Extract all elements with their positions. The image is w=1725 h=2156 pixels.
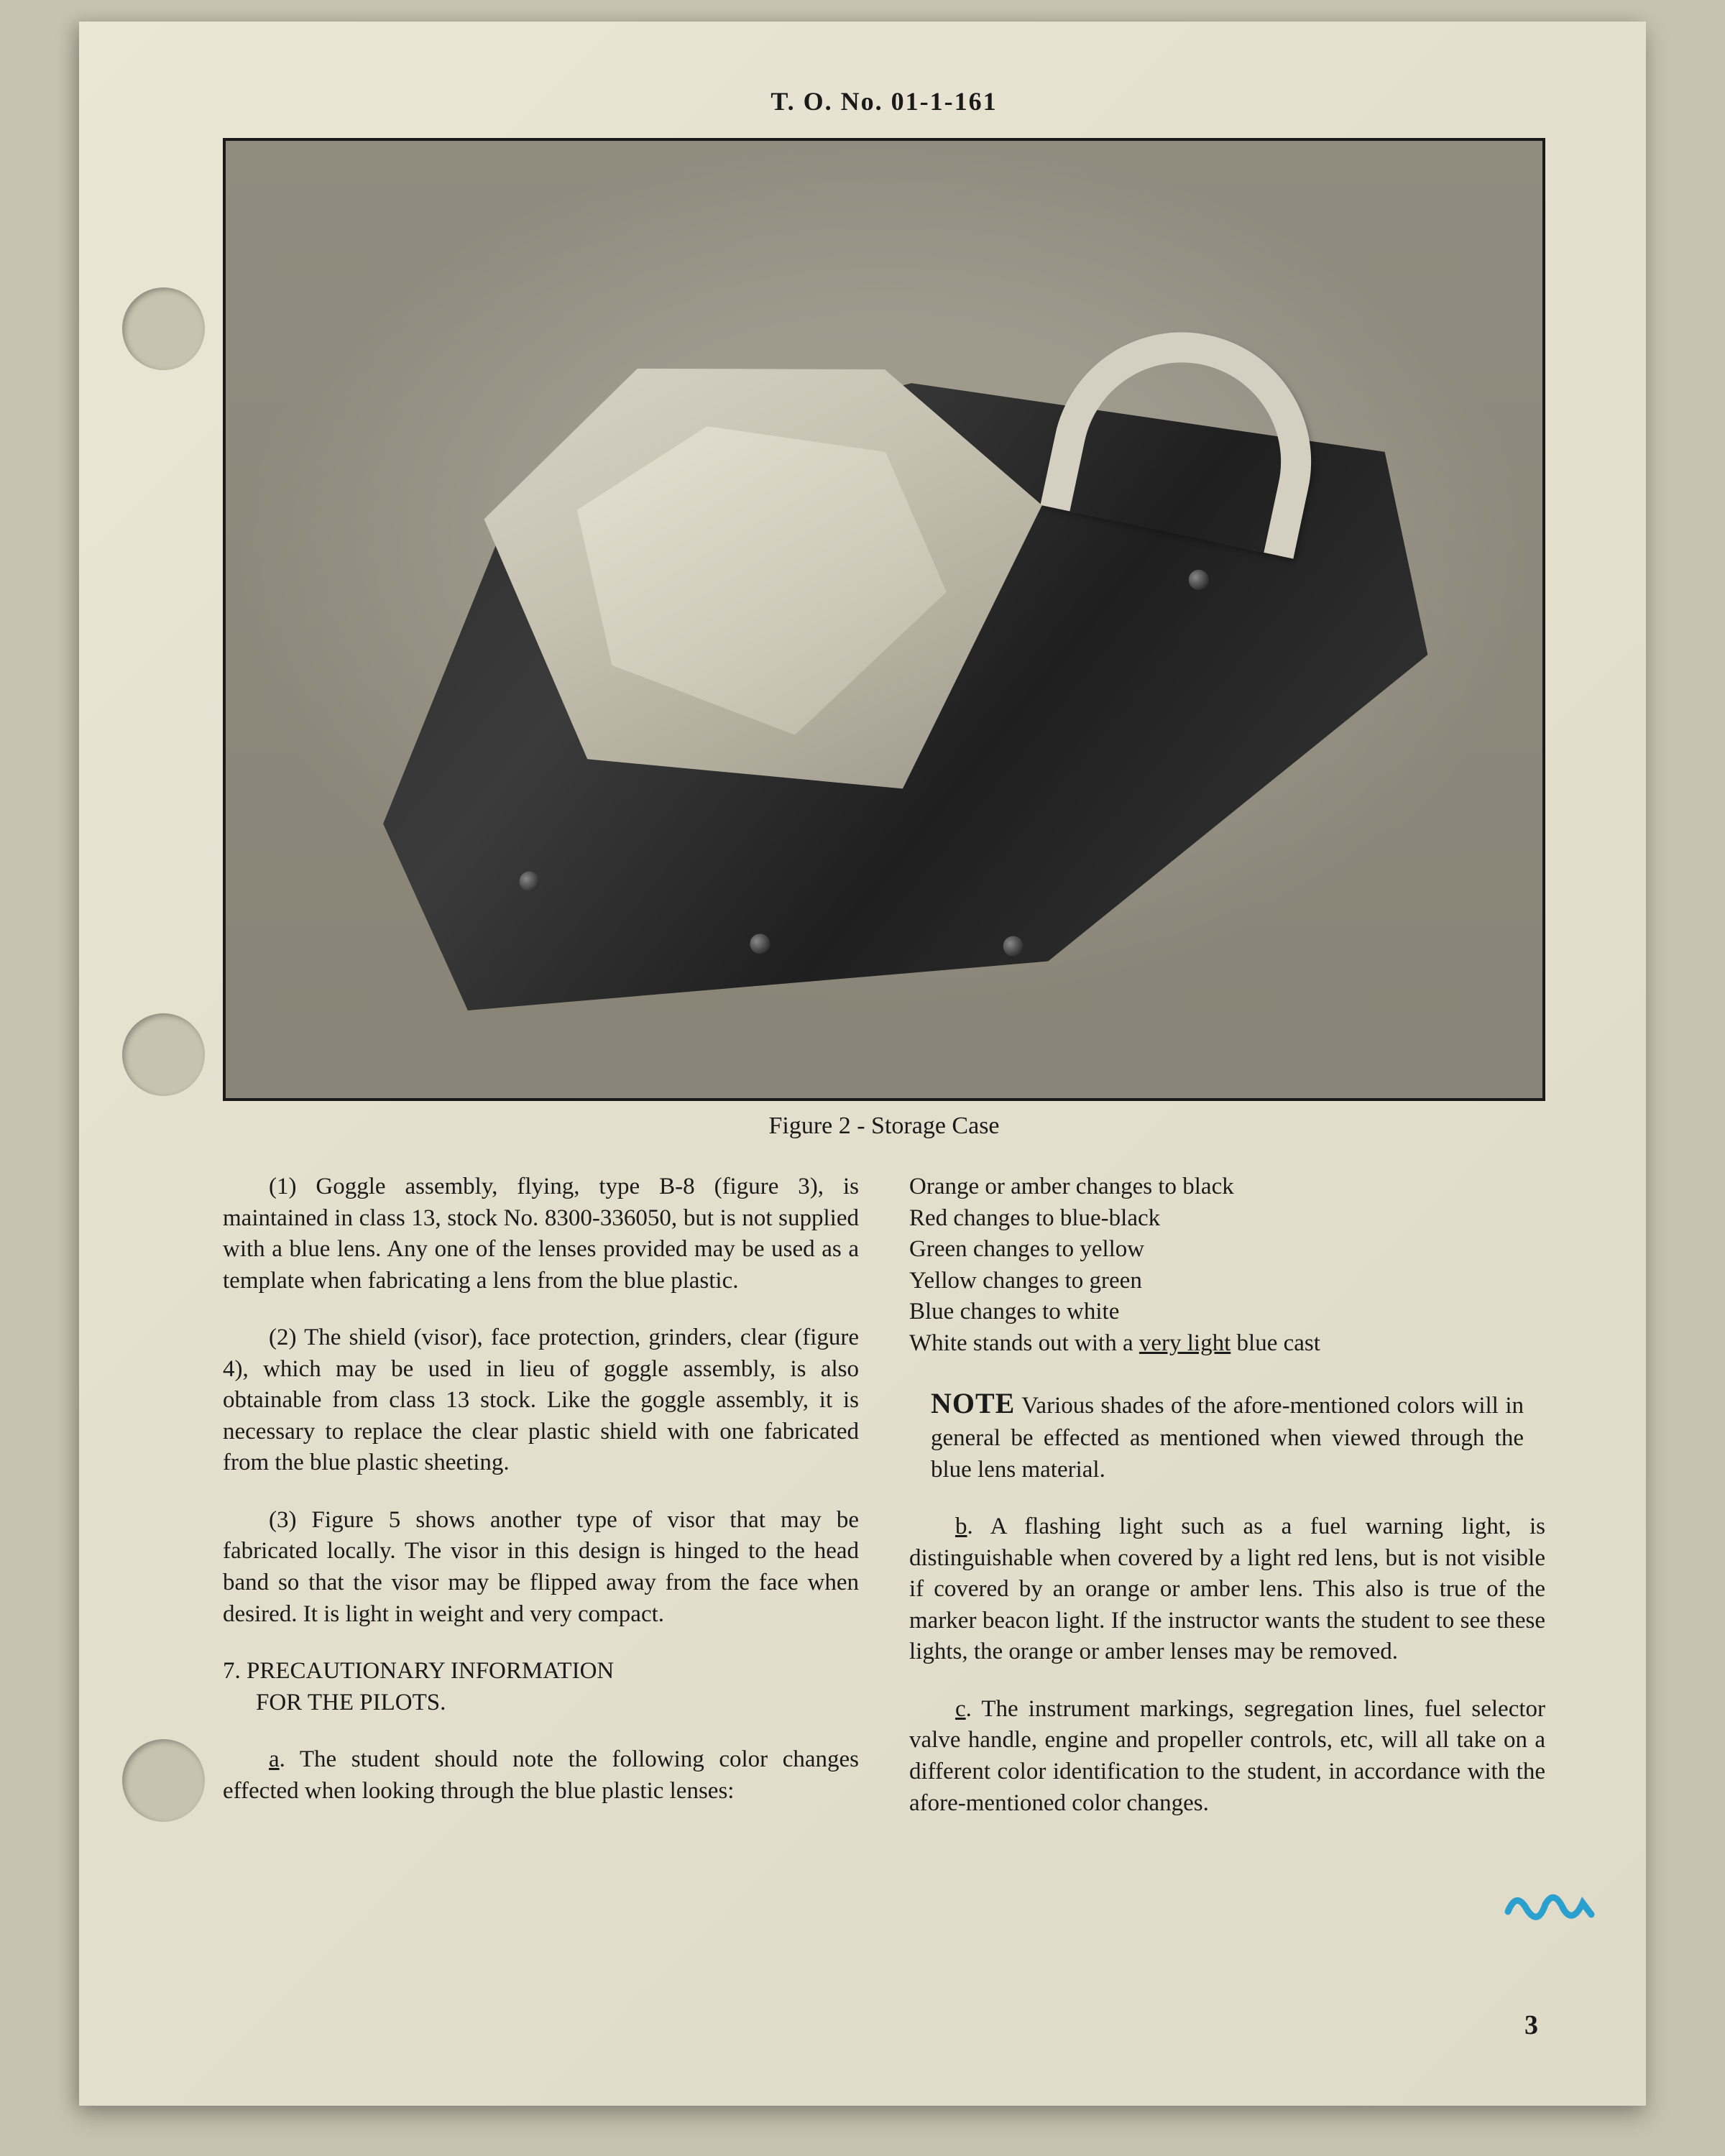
binder-hole (122, 1739, 205, 1822)
color-change-item: Blue changes to white (909, 1296, 1545, 1328)
paragraph-c: c. The instrument markings, segregation … (909, 1694, 1545, 1819)
cc-pre: White stands out with a (909, 1330, 1139, 1356)
figure-2-image (223, 138, 1545, 1101)
note-label: NOTE (931, 1387, 1015, 1419)
paragraph-3: (3) Figure 5 shows another type of visor… (223, 1505, 859, 1630)
paragraph-b: b. A flashing light such as a fuel warni… (909, 1511, 1545, 1668)
binder-hole (122, 1013, 205, 1096)
paragraph-1: (1) Goggle assembly, flying, type B-8 (f… (223, 1171, 859, 1296)
binder-hole (122, 287, 205, 370)
color-change-item: Orange or amber changes to black (909, 1171, 1545, 1203)
note-block: NOTE Various shades of the afore-mention… (909, 1385, 1545, 1485)
section-7-title-line2: FOR THE PILOTS. (223, 1690, 446, 1715)
item-a-underline: a (269, 1746, 280, 1772)
paragraph-2: (2) The shield (visor), face protection,… (223, 1322, 859, 1479)
cc-post: blue cast (1230, 1330, 1320, 1356)
text-columns: (1) Goggle assembly, flying, type B-8 (f… (223, 1171, 1545, 1845)
figure-caption: Figure 2 - Storage Case (223, 1112, 1545, 1140)
left-column: (1) Goggle assembly, flying, type B-8 (f… (223, 1171, 859, 1845)
item-b-underline: b (955, 1514, 967, 1539)
color-change-list: Orange or amber changes to blackRed chan… (909, 1171, 1545, 1359)
page-header: T. O. No. 01-1-161 (223, 86, 1545, 116)
note-body: Various shades of the afore-mentioned co… (931, 1393, 1524, 1482)
color-change-item: Red changes to blue-black (909, 1203, 1545, 1235)
item-c-text: . The instrument markings, segregation l… (909, 1696, 1545, 1816)
color-change-item: Yellow changes to green (909, 1266, 1545, 1297)
color-change-item: White stands out with a very light blue … (909, 1328, 1545, 1360)
storage-case-illustration (311, 232, 1457, 1045)
item-a-text: . The student should note the following … (223, 1746, 859, 1804)
paragraph-a: a. The student should note the following… (223, 1744, 859, 1807)
section-7-heading: 7. PRECAUTIONARY INFORMATION FOR THE PIL… (223, 1656, 859, 1718)
section-7-title-line1: 7. PRECAUTIONARY INFORMATION (223, 1658, 614, 1684)
item-b-text: . A flashing light such as a fuel warnin… (909, 1514, 1545, 1664)
handwritten-mark (1502, 1883, 1596, 1933)
page-number: 3 (1524, 2009, 1538, 2041)
cc-under: very light (1139, 1330, 1230, 1356)
document-page: T. O. No. 01-1-161 Figure 2 - Storage Ca… (79, 22, 1646, 2106)
color-change-item: Green changes to yellow (909, 1234, 1545, 1266)
item-c-underline: c (955, 1696, 966, 1722)
right-column: Orange or amber changes to blackRed chan… (909, 1171, 1545, 1845)
